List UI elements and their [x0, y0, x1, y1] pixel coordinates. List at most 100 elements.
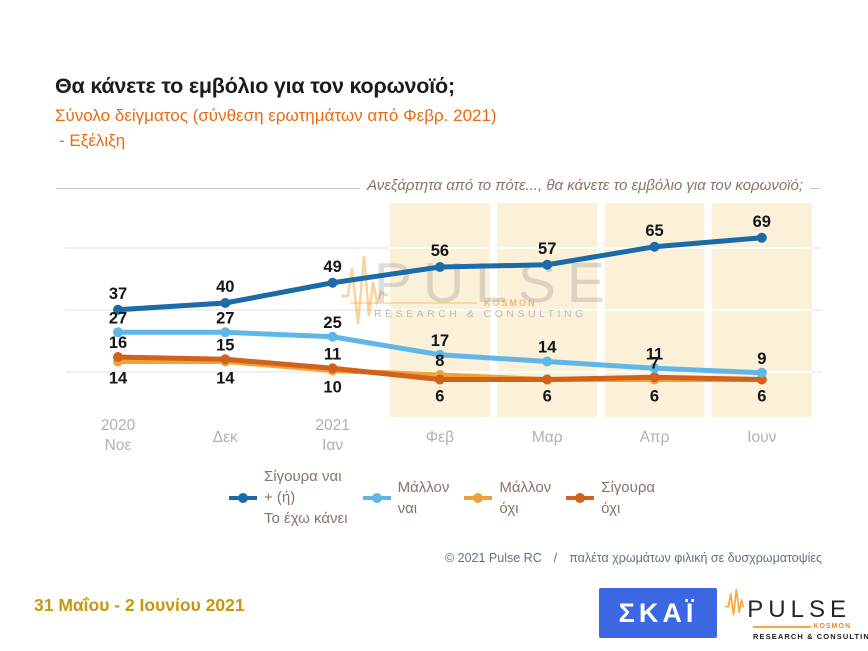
- x-axis-labels: 2020 Νοε Δεκ 2021 Ιαν Φεβ Μαρ Απρ Ιουν: [101, 417, 777, 454]
- data-point: [113, 352, 123, 362]
- axis-label: Απρ: [640, 429, 670, 446]
- legend-label-line: Σίγουρα ναι: [264, 468, 342, 485]
- value-label: 27: [109, 309, 127, 327]
- value-label: 57: [538, 240, 556, 258]
- skai-logo-text: ΣΚΑΪ: [618, 597, 698, 628]
- pulse-logo-tag: KOSMON: [813, 623, 851, 630]
- data-point: [220, 327, 231, 338]
- legend-label-line: + (ή): [264, 489, 296, 506]
- pulse-waveform-icon: [725, 588, 745, 616]
- legend-marker-icon: [229, 492, 257, 503]
- value-label: 7: [650, 354, 659, 372]
- legend-marker-icon: [464, 492, 493, 503]
- value-label: 37: [109, 285, 127, 303]
- watermark-sub-text: RESEARCH & CONSULTING: [374, 308, 587, 320]
- value-label: 6: [757, 388, 766, 406]
- palette-note: παλέτα χρωμάτων φιλική σε δυσχρωματοψίες: [569, 551, 822, 565]
- data-point: [113, 327, 123, 338]
- legend-label-line: Μάλλον: [397, 478, 450, 496]
- data-point: [434, 262, 445, 272]
- legend-label-line: Μάλλον: [499, 478, 552, 496]
- value-labels: 37 40 49 56 57 65 69 27 27 25 17 14 11 9 16 14 15 14 11 10 8…: [109, 213, 771, 406]
- value-label: 17: [431, 332, 449, 350]
- footer-separator: /: [553, 551, 558, 565]
- axis-label: Ιουν: [747, 429, 776, 446]
- copyright-text: © 2021 Pulse RC: [444, 551, 542, 565]
- axis-label: Φεβ: [426, 429, 454, 446]
- legend-label-line: ναι: [397, 499, 418, 517]
- pulse-logo-subtitle: RESEARCH & CONSULTING: [753, 632, 868, 641]
- legend-marker-dot: [371, 492, 382, 503]
- page-subtitle-line2: - Εξέλιξη: [59, 131, 126, 150]
- fieldwork-date-range: 31 Μαΐου - 2 Ιουνίου 2021: [34, 595, 245, 615]
- legend-marker-icon: [362, 492, 391, 503]
- legend-marker-dot: [238, 492, 248, 503]
- series-layer: [113, 232, 767, 385]
- value-label: 10: [323, 379, 341, 397]
- legend-label: Μάλλον όχι: [499, 477, 551, 519]
- value-label: 9: [757, 350, 766, 368]
- legend-label: Μάλλον ναι: [398, 477, 450, 519]
- data-point: [113, 304, 123, 315]
- value-label: 25: [323, 314, 341, 332]
- legend-marker-dot: [473, 492, 484, 503]
- watermark-tag-text: KOSMON: [484, 298, 537, 308]
- legend-label-line: όχι: [601, 499, 621, 517]
- data-point: [542, 356, 553, 367]
- legend-label-line: Το έχω κάνει: [264, 510, 348, 527]
- value-label: 11: [324, 345, 341, 363]
- value-label: 69: [753, 213, 771, 231]
- value-label: 27: [216, 309, 234, 327]
- chart-question-annotation: Ανεξάρτητα από το πότε..., θα κάνετε το …: [360, 177, 810, 194]
- value-label: 15: [216, 336, 234, 354]
- data-point: [542, 259, 553, 270]
- legend-label: Σίγουρα όχι: [601, 477, 655, 519]
- value-label: 16: [109, 334, 127, 352]
- axis-label: Δεκ: [213, 429, 238, 446]
- data-point: [220, 354, 231, 365]
- pulse-logo-text: PULSE: [747, 596, 851, 623]
- value-label: 49: [323, 258, 341, 276]
- data-point: [434, 349, 445, 360]
- skai-logo: ΣΚΑΪ: [599, 588, 717, 638]
- axis-label: Μαρ: [532, 429, 563, 446]
- data-point: [649, 363, 660, 374]
- data-point: [327, 331, 338, 342]
- copyright-footer: © 2021 Pulse RC / παλέτα χρωμάτων φιλική…: [445, 551, 822, 565]
- legend-item-sigoura-ochi: Σίγουρα όχι: [565, 466, 655, 529]
- data-point: [756, 232, 767, 243]
- data-point: [220, 298, 231, 308]
- legend-label: Σίγουρα ναι + (ή) Το έχω κάνει: [264, 466, 348, 529]
- value-label: 6: [650, 388, 659, 406]
- data-point: [649, 241, 660, 252]
- legend-item-mallon-ochi: Μάλλον όχι: [463, 466, 551, 529]
- legend-marker-icon: [566, 492, 595, 503]
- legend-marker-dot: [575, 492, 586, 503]
- data-point: [649, 372, 660, 383]
- legend-label-line: Σίγουρα: [601, 478, 656, 496]
- pulse-logo-underline: [753, 625, 811, 628]
- data-point: [434, 374, 445, 385]
- axis-label: 2020 Νοε: [101, 417, 136, 454]
- data-point: [327, 363, 338, 374]
- value-label: 40: [216, 278, 234, 296]
- axis-label: 2021 Ιαν: [315, 417, 349, 454]
- chart-legend: Σίγουρα ναι + (ή) Το έχω κάνει Μάλλον να…: [228, 466, 655, 529]
- value-label: 56: [431, 242, 449, 260]
- value-label: 14: [109, 370, 128, 388]
- pulse-logo: PULSE KOSMON RESEARCH & CONSULTING: [725, 582, 868, 641]
- data-point: [756, 367, 767, 378]
- data-point: [327, 277, 338, 288]
- legend-item-mallon-nai: Μάλλον ναι: [362, 466, 450, 529]
- value-label: 8: [435, 352, 444, 370]
- value-label: 11: [646, 345, 663, 363]
- data-point: [542, 374, 553, 385]
- page-subtitle: Σύνολο δείγματος (σύνθεση ερωτημάτων από…: [55, 106, 497, 125]
- page-title: Θα κάνετε το εμβόλιο για τον κορωνοϊό;: [55, 74, 455, 98]
- value-label: 6: [543, 388, 552, 406]
- value-label: 14: [538, 339, 557, 357]
- legend-item-sigoura-nai: Σίγουρα ναι + (ή) Το έχω κάνει: [228, 466, 348, 529]
- value-label: 65: [645, 222, 663, 240]
